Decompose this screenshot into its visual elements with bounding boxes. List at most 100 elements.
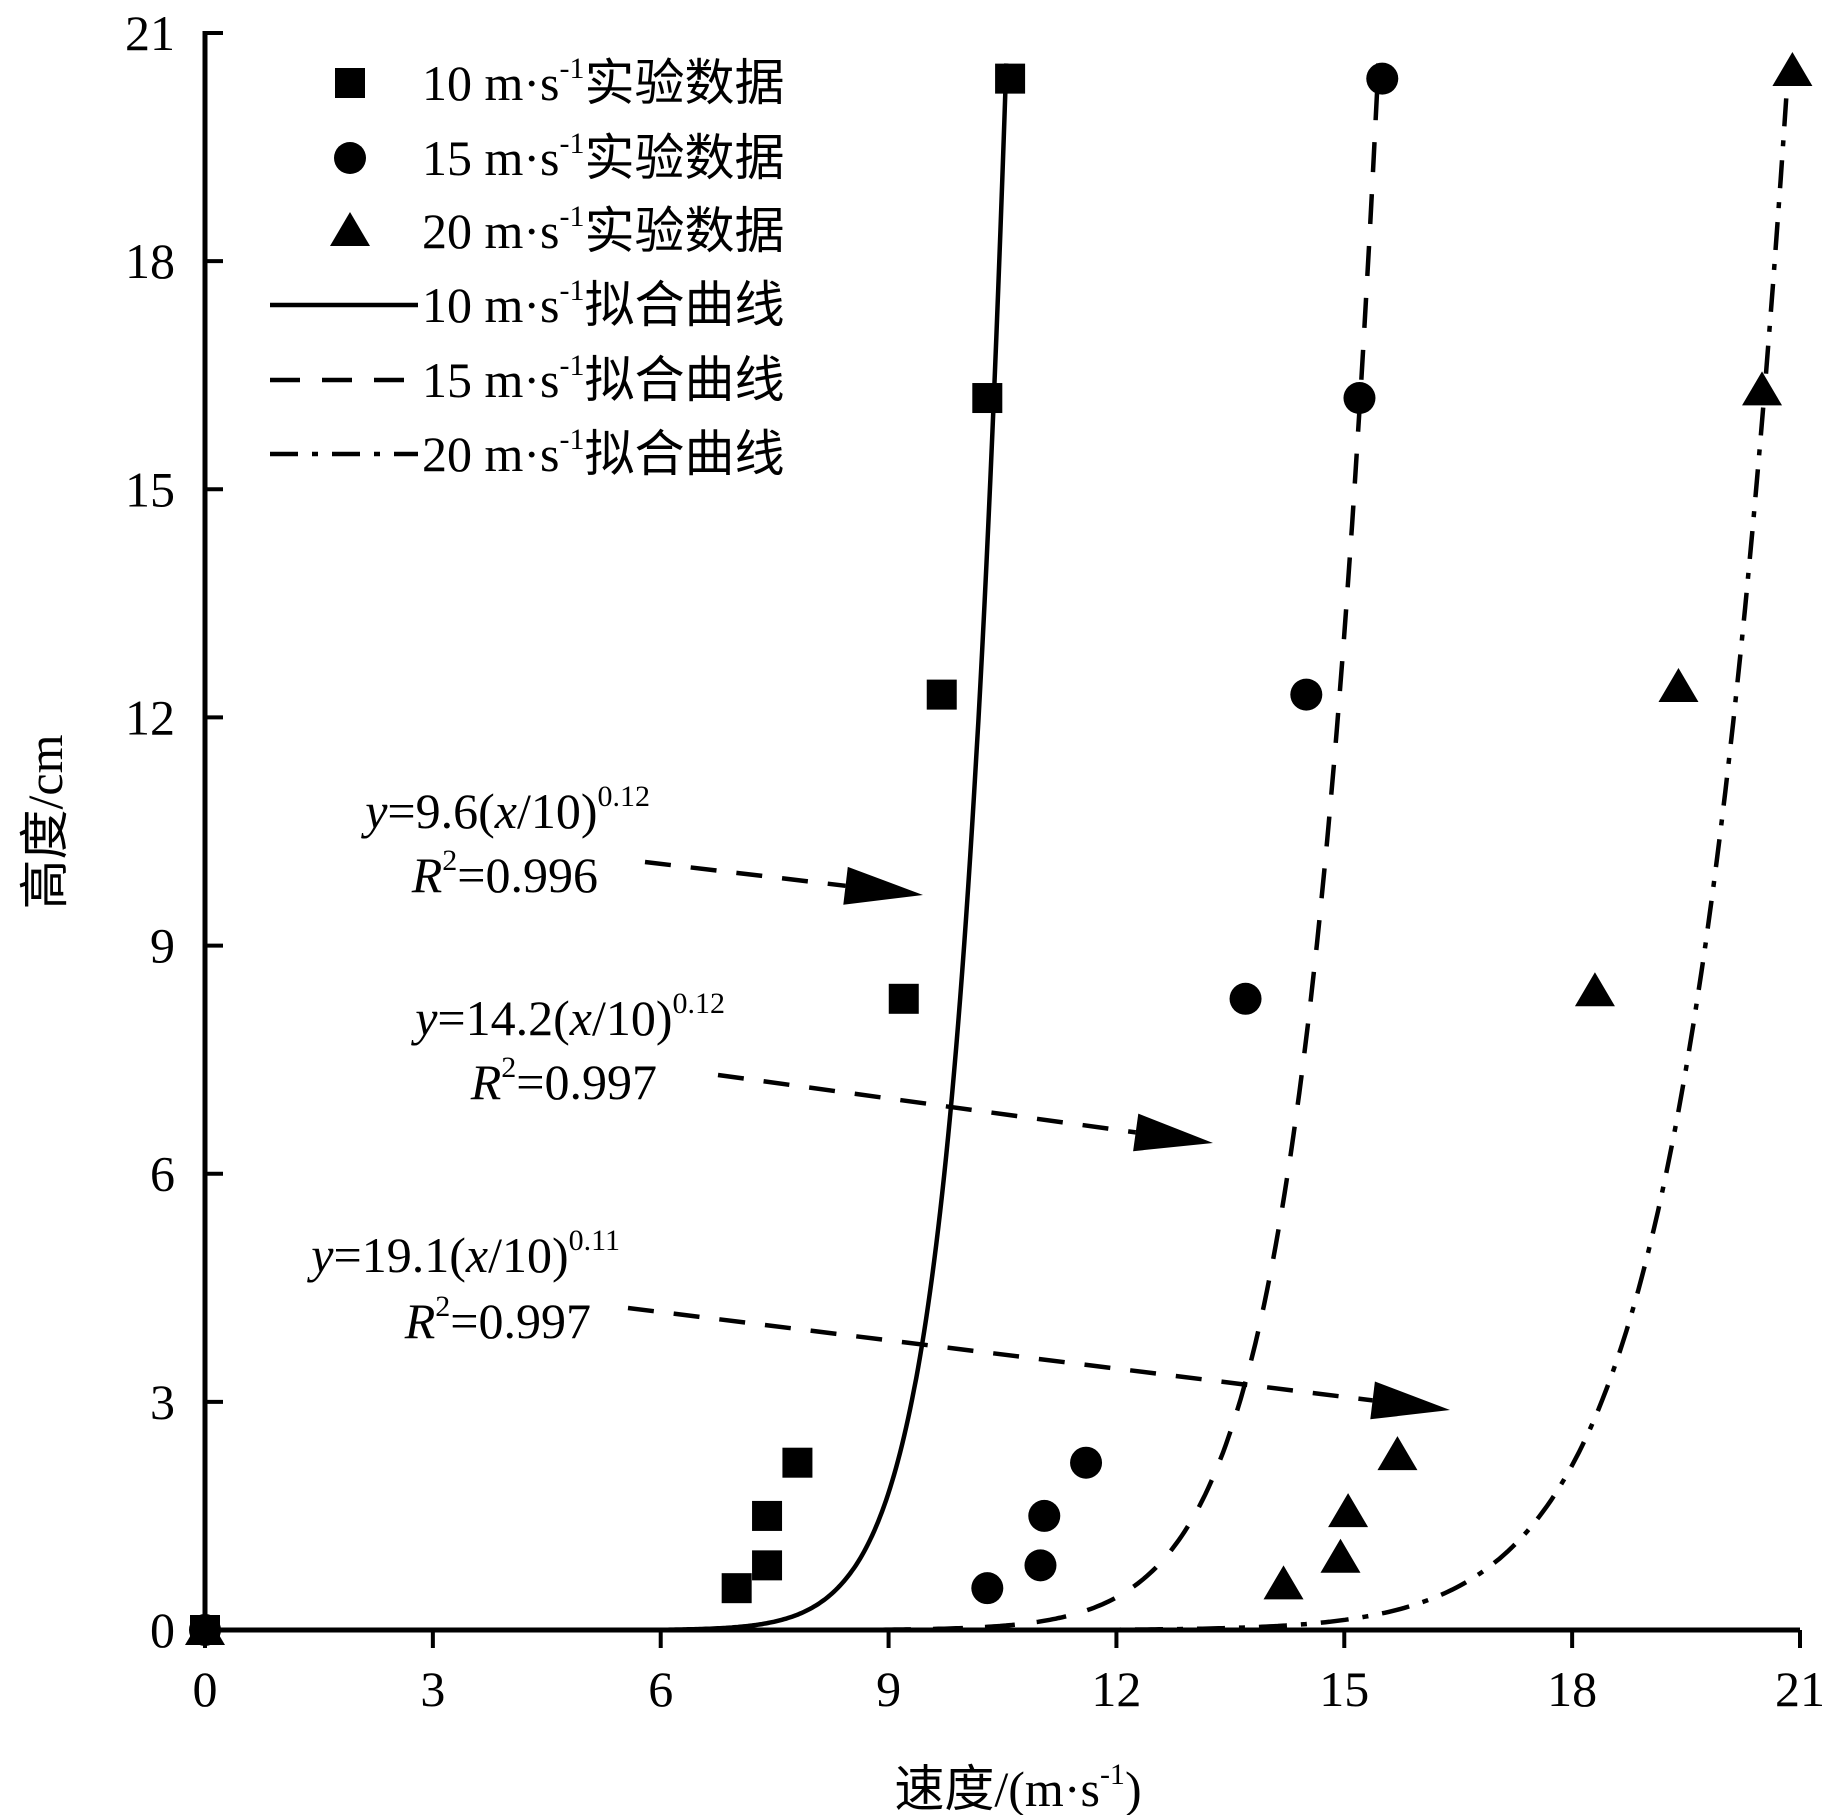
legend-unit-sup: -1 bbox=[560, 200, 585, 233]
data-point-20 bbox=[1263, 1565, 1304, 1600]
eq-x-var: x bbox=[569, 990, 592, 1046]
legend-name: 拟合曲线 bbox=[585, 351, 785, 409]
r-var: R bbox=[411, 847, 443, 903]
eq-rest: /10) bbox=[517, 783, 598, 839]
legend-name: 实验数据 bbox=[585, 129, 785, 187]
data-point-20 bbox=[1658, 668, 1699, 703]
legend-name: 实验数据 bbox=[585, 202, 785, 260]
r-squared-text: R2=0.996 bbox=[411, 844, 598, 903]
legend-marker-circle bbox=[334, 142, 366, 174]
eq-y-var: y bbox=[410, 990, 438, 1046]
r-sup: 2 bbox=[435, 1290, 450, 1323]
data-point-15 bbox=[971, 1572, 1004, 1605]
x-tick-label: 18 bbox=[1547, 1661, 1597, 1717]
data-point-15 bbox=[1366, 62, 1399, 95]
r-var: R bbox=[470, 1054, 502, 1110]
y-tick-label: 18 bbox=[125, 233, 175, 289]
y-tick-label: 21 bbox=[125, 5, 175, 61]
data-point-10 bbox=[752, 1550, 783, 1581]
fit-curve-15 bbox=[205, 63, 1381, 1633]
r-sup: 2 bbox=[442, 844, 457, 877]
eq-coefficient: =9.6( bbox=[387, 783, 494, 839]
data-point-10 bbox=[752, 1500, 783, 1531]
equation-text: y=9.6(x/10)0.12 bbox=[360, 780, 650, 839]
legend-unit: m·s bbox=[472, 55, 560, 111]
eq-coefficient: =19.1( bbox=[334, 1227, 466, 1283]
x-tick-label: 3 bbox=[420, 1661, 445, 1717]
eq-exponent: 0.12 bbox=[598, 780, 651, 813]
legend-label: 10 m·s-1拟合曲线 bbox=[422, 274, 785, 334]
r-value: =0.997 bbox=[516, 1054, 657, 1110]
legend-name: 实验数据 bbox=[585, 54, 785, 112]
data-point-20 bbox=[1574, 972, 1615, 1007]
data-point-10 bbox=[888, 983, 919, 1014]
eq-x-var: x bbox=[494, 783, 517, 839]
x-tick-label: 12 bbox=[1091, 1661, 1141, 1717]
eq-rest: /10) bbox=[488, 1227, 569, 1283]
data-point-15 bbox=[1024, 1549, 1057, 1582]
legend-name: 拟合曲线 bbox=[585, 425, 785, 483]
data-point-10 bbox=[782, 1447, 813, 1478]
data-point-20 bbox=[1742, 371, 1783, 406]
data-point-15 bbox=[1290, 678, 1323, 711]
y-tick-label: 15 bbox=[125, 461, 175, 517]
legend-speed: 15 bbox=[422, 130, 472, 186]
data-point-20 bbox=[1328, 1493, 1369, 1528]
legend-unit: m·s bbox=[472, 203, 560, 259]
legend-label: 15 m·s-1实验数据 bbox=[422, 127, 785, 187]
legend-speed: 20 bbox=[422, 426, 472, 482]
data-point-15 bbox=[1070, 1446, 1103, 1479]
legend-unit-sup: -1 bbox=[560, 423, 585, 456]
data-point-10 bbox=[995, 63, 1026, 94]
equation-text: y=19.1(x/10)0.11 bbox=[306, 1224, 620, 1283]
r-sup: 2 bbox=[501, 1051, 516, 1084]
annotation-arrowhead bbox=[1133, 1113, 1213, 1152]
data-point-20 bbox=[1772, 52, 1813, 87]
data-point-10 bbox=[926, 679, 957, 710]
legend-unit-sup: -1 bbox=[560, 127, 585, 160]
axis-labels: 速度/(m·s-1) 高度/cm bbox=[17, 734, 1142, 1815]
data-point-20 bbox=[1377, 1436, 1418, 1471]
y-tick-label: 12 bbox=[125, 689, 175, 745]
x-axis-title: 速度/(m·s-1) bbox=[894, 1758, 1141, 1815]
legend-name: 拟合曲线 bbox=[585, 276, 785, 334]
legend-label: 15 m·s-1拟合曲线 bbox=[422, 349, 785, 409]
data-point-15 bbox=[1343, 382, 1376, 415]
r-value: =0.996 bbox=[457, 847, 598, 903]
data-point-20 bbox=[1320, 1538, 1361, 1573]
eq-y-var: y bbox=[360, 783, 388, 839]
legend-unit-sup: -1 bbox=[560, 52, 585, 85]
x-axis-title-sup: -1 bbox=[1100, 1758, 1125, 1791]
eq-rest: /10) bbox=[592, 990, 673, 1046]
legend-label: 20 m·s-1拟合曲线 bbox=[422, 423, 785, 483]
y-axis-title: 高度/cm bbox=[17, 734, 73, 909]
x-axis-title-main: 速度/(m·s bbox=[894, 1761, 1100, 1815]
y-tick-label: 0 bbox=[150, 1602, 175, 1658]
legend-speed: 10 bbox=[422, 55, 472, 111]
legend-label: 20 m·s-1实验数据 bbox=[422, 200, 785, 260]
y-tick-label: 9 bbox=[150, 918, 175, 974]
eq-y-var: y bbox=[306, 1227, 334, 1283]
annotation-arrowhead bbox=[843, 866, 923, 905]
legend-unit-sup: -1 bbox=[560, 274, 585, 307]
annotation-arrowhead bbox=[1370, 1381, 1450, 1420]
r-var: R bbox=[404, 1293, 436, 1349]
x-tick-label: 21 bbox=[1775, 1661, 1825, 1717]
y-tick-label: 3 bbox=[150, 1374, 175, 1430]
equation-text: y=14.2(x/10)0.12 bbox=[410, 987, 725, 1046]
r-squared-text: R2=0.997 bbox=[404, 1290, 591, 1349]
x-tick-label: 6 bbox=[648, 1661, 673, 1717]
data-point-10 bbox=[972, 383, 1003, 414]
legend-unit: m·s bbox=[472, 426, 560, 482]
legend-unit: m·s bbox=[472, 277, 560, 333]
annotation-arrow-line bbox=[644, 859, 846, 889]
legend-unit: m·s bbox=[472, 130, 560, 186]
legend-marker-square bbox=[335, 68, 365, 98]
annotation-arrow-line bbox=[627, 1305, 1373, 1403]
annotations: y=9.6(x/10)0.12R2=0.996y=14.2(x/10)0.12R… bbox=[306, 780, 725, 1349]
data-point-15 bbox=[1229, 982, 1262, 1015]
annotation-arrow-line bbox=[717, 1072, 1137, 1135]
